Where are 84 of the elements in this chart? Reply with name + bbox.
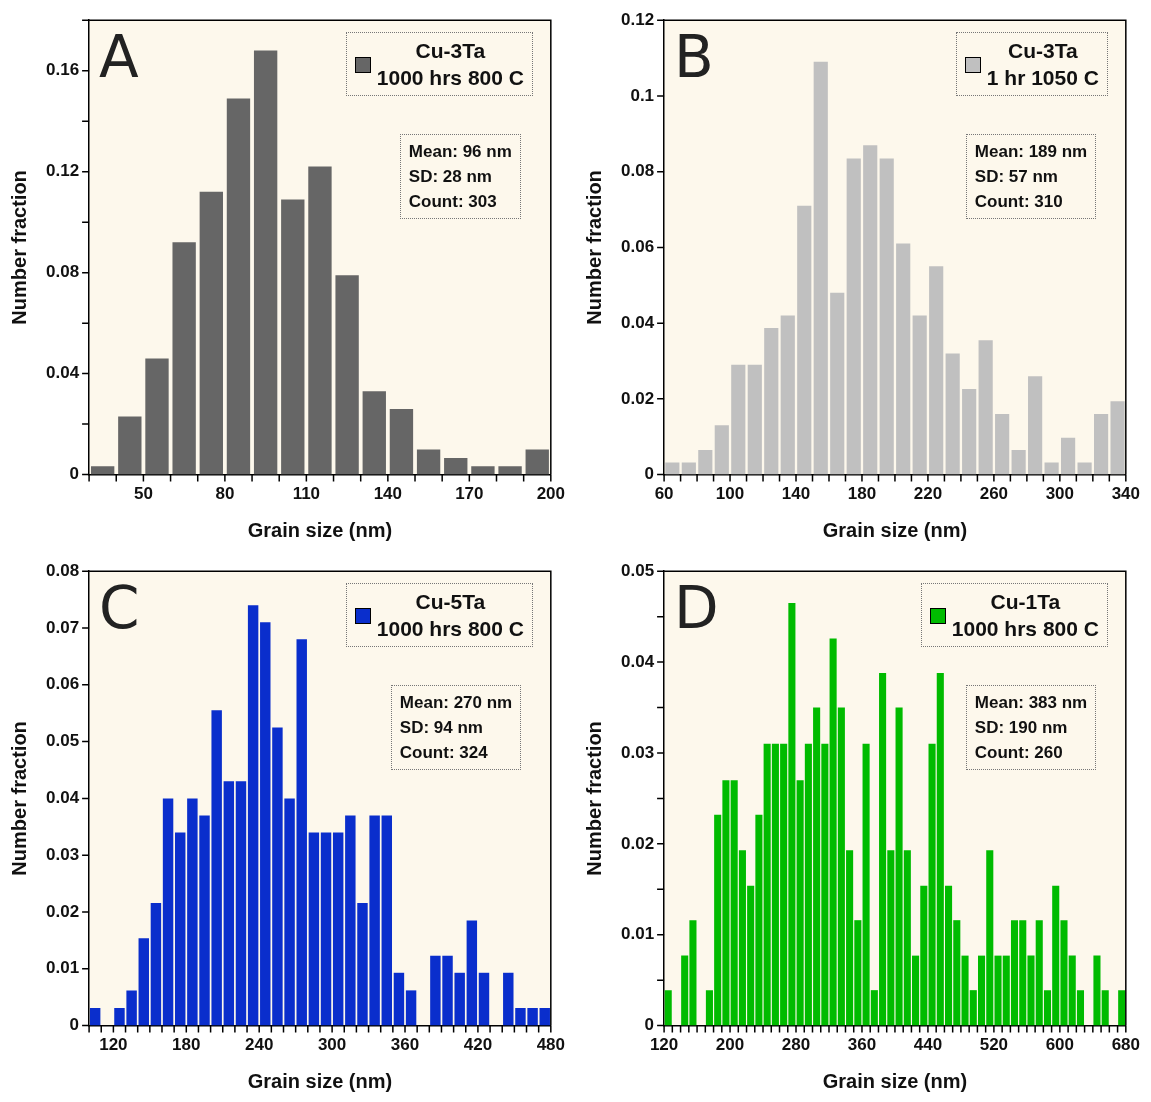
y-tick-label: 0 <box>69 464 80 484</box>
y-tick-label: 0.16 <box>45 60 80 80</box>
y-tick-label: 0.12 <box>45 161 80 181</box>
annotation: Mean: 383 nm <box>974 692 1088 715</box>
annotation: B <box>674 23 714 92</box>
y-tick-label: 0.08 <box>45 560 80 580</box>
y-tick-label: 0 <box>69 1015 80 1035</box>
annotation: Count: 324 <box>399 742 489 765</box>
x-tick-label: 240 <box>245 1035 274 1055</box>
y-tick-label: 0.03 <box>620 742 655 762</box>
y-tick-label: 0.08 <box>620 161 655 181</box>
y-tick-label: 0.01 <box>620 924 655 944</box>
x-tick-label: 200 <box>715 1035 745 1055</box>
x-tick-label: 120 <box>99 1035 128 1055</box>
y-tick-label: 0.04 <box>620 312 655 332</box>
annotation: Count: 260 <box>974 742 1064 765</box>
annotation: SD: 28 nm <box>408 166 493 189</box>
y-tick-label: 0.05 <box>620 560 655 580</box>
x-tick-label: 260 <box>979 484 1009 504</box>
x-axis-title: Grain size (nm) <box>247 518 393 541</box>
y-axis-title: Number fraction <box>7 170 30 325</box>
y-axis-title: Number fraction <box>7 721 30 876</box>
y-tick-label: 0.01 <box>45 958 80 978</box>
legend-label: Cu-3Ta 1000 hrs 800 C <box>376 39 524 90</box>
x-axis-title: Grain size (nm) <box>822 1069 968 1092</box>
x-tick-label: 220 <box>913 484 943 504</box>
annotation: C <box>99 574 140 643</box>
y-axis-title: Number fraction <box>582 721 605 876</box>
x-tick-label: 170 <box>455 484 484 504</box>
annotation: Count: 303 <box>408 191 498 214</box>
annotation: Mean: 189 nm <box>974 141 1088 164</box>
y-tick-label: 0 <box>644 1015 655 1035</box>
annotation: SD: 94 nm <box>399 717 484 740</box>
y-tick-label: 0.12 <box>620 9 655 29</box>
legend-label: Cu-5Ta 1000 hrs 800 C <box>376 590 524 641</box>
x-tick-label: 140 <box>373 484 403 504</box>
x-tick-label: 180 <box>847 484 877 504</box>
annotation: Mean: 270 nm <box>399 692 513 715</box>
y-tick-label: 0.02 <box>620 388 655 408</box>
annotation: SD: 57 nm <box>974 166 1059 189</box>
legend-label: Cu-1Ta 1000 hrs 800 C <box>951 590 1099 641</box>
x-tick-label: 280 <box>781 1035 811 1055</box>
y-tick-label: 0.1 <box>630 85 655 105</box>
x-tick-label: 140 <box>781 484 811 504</box>
annotation: D <box>674 574 719 643</box>
x-tick-label: 300 <box>1045 484 1075 504</box>
x-tick-label: 600 <box>1045 1035 1075 1055</box>
x-tick-label: 360 <box>390 1035 420 1055</box>
x-tick-label: 100 <box>715 484 745 504</box>
x-tick-label: 120 <box>649 1035 679 1055</box>
x-tick-label: 300 <box>317 1035 347 1055</box>
x-tick-label: 80 <box>215 484 235 504</box>
y-tick-label: 0.02 <box>45 901 80 921</box>
x-tick-label: 680 <box>1111 1035 1141 1055</box>
x-tick-label: 200 <box>536 484 566 504</box>
x-tick-label: 340 <box>1111 484 1141 504</box>
y-tick-label: 0.08 <box>45 262 80 282</box>
x-tick-label: 480 <box>536 1035 566 1055</box>
y-axis-title: Number fraction <box>582 170 605 325</box>
y-tick-label: 0 <box>644 464 655 484</box>
annotation: A <box>99 23 139 92</box>
y-tick-label: 0.04 <box>45 788 80 808</box>
x-tick-label: 180 <box>172 1035 201 1055</box>
x-tick-label: 110 <box>292 484 321 504</box>
x-tick-label: 440 <box>913 1035 943 1055</box>
x-axis-title: Grain size (nm) <box>822 518 968 541</box>
legend-label: Cu-3Ta 1 hr 1050 C <box>986 39 1099 90</box>
annotation: Count: 310 <box>974 191 1064 214</box>
x-tick-label: 50 <box>133 484 153 504</box>
y-tick-label: 0.07 <box>45 617 80 637</box>
x-tick-label: 60 <box>654 484 674 504</box>
y-tick-label: 0.05 <box>45 731 80 751</box>
y-tick-label: 0.04 <box>620 651 655 671</box>
x-axis-title: Grain size (nm) <box>247 1069 393 1092</box>
annotation: Mean: 96 nm <box>408 141 512 164</box>
y-tick-label: 0.06 <box>620 237 655 257</box>
x-tick-label: 420 <box>463 1035 493 1055</box>
y-tick-label: 0.04 <box>45 363 80 383</box>
y-tick-label: 0.03 <box>45 844 80 864</box>
x-tick-label: 520 <box>979 1035 1009 1055</box>
x-tick-label: 360 <box>847 1035 877 1055</box>
y-tick-label: 0.06 <box>45 674 80 694</box>
y-tick-label: 0.02 <box>620 833 655 853</box>
annotation: SD: 190 nm <box>974 717 1069 740</box>
